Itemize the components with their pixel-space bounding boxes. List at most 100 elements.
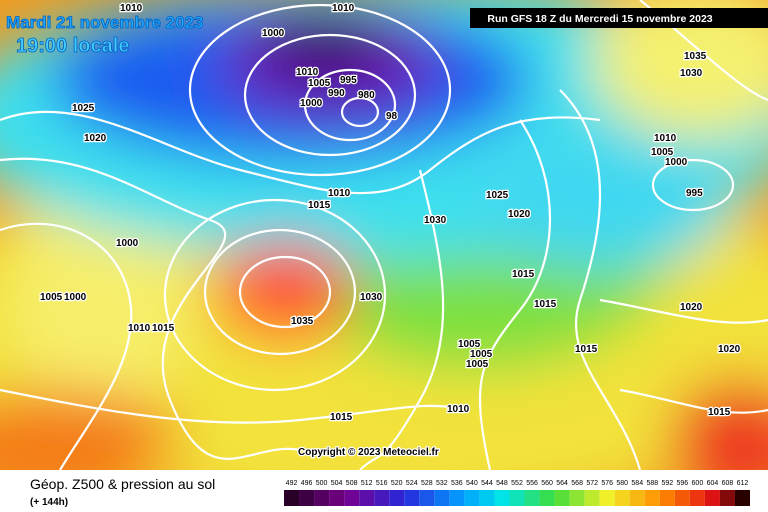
isobars bbox=[0, 0, 768, 470]
scale-label: 580 bbox=[616, 480, 628, 487]
scale-label: 592 bbox=[661, 480, 673, 487]
time-text: 19:00 locale bbox=[16, 35, 129, 57]
scale-swatch bbox=[419, 490, 435, 506]
scale-label: 532 bbox=[436, 480, 448, 487]
isobar-label: 1010 bbox=[328, 188, 351, 199]
isobar-label: 1005 bbox=[308, 78, 331, 89]
scale-label: 544 bbox=[481, 480, 493, 487]
scale-swatch bbox=[689, 490, 705, 506]
scale-swatch bbox=[704, 490, 720, 506]
scale-label: 600 bbox=[692, 480, 704, 487]
isobar-label: 1010 bbox=[296, 67, 319, 78]
scale-swatch bbox=[629, 490, 645, 506]
isobar-label: 1005 bbox=[40, 292, 63, 303]
scale-swatch bbox=[509, 490, 525, 506]
isobar-label: 1015 bbox=[152, 323, 175, 334]
isobar-label: 1030 bbox=[424, 215, 447, 226]
scale-swatch bbox=[614, 490, 630, 506]
scale-label: 564 bbox=[556, 480, 568, 487]
scale-label: 492 bbox=[286, 480, 298, 487]
isobar-label: 1030 bbox=[680, 68, 703, 79]
scale-swatch bbox=[554, 490, 570, 506]
scale-swatch bbox=[314, 490, 330, 506]
isobar-label: 995 bbox=[686, 188, 703, 199]
run-banner bbox=[470, 8, 768, 28]
copyright: Copyright © 2023 Meteociel.fr bbox=[298, 447, 439, 458]
scale-label: 504 bbox=[331, 480, 343, 487]
isobar-label: 1015 bbox=[575, 344, 598, 355]
scale-swatch bbox=[434, 490, 450, 506]
isobar-label: 1000 bbox=[262, 28, 285, 39]
isobar-label: 1010 bbox=[128, 323, 151, 334]
scale-swatch bbox=[719, 490, 735, 506]
scale-label: 500 bbox=[316, 480, 328, 487]
isobar-label: 1015 bbox=[534, 299, 557, 310]
scale-swatch bbox=[494, 490, 510, 506]
scale-label: 608 bbox=[722, 480, 734, 487]
scale-label: 588 bbox=[646, 480, 658, 487]
isobar-label: 995 bbox=[340, 75, 357, 86]
isobar-label: 1015 bbox=[308, 200, 331, 211]
scale-swatch bbox=[374, 490, 390, 506]
scale-label: 512 bbox=[361, 480, 373, 487]
isobar-label: 1000 bbox=[116, 238, 139, 249]
scale-label: 548 bbox=[496, 480, 508, 487]
isobar-label: 1015 bbox=[330, 412, 353, 423]
isobar-label: 1005 bbox=[458, 339, 481, 350]
scale-swatch bbox=[359, 490, 375, 506]
scale-label: 520 bbox=[391, 480, 403, 487]
scale-swatch bbox=[299, 490, 315, 506]
scale-swatch bbox=[329, 490, 345, 506]
isobar-label: 1010 bbox=[332, 3, 355, 14]
scale-swatch bbox=[524, 490, 540, 506]
scale-label: 568 bbox=[571, 480, 583, 487]
scale-swatch bbox=[644, 490, 660, 506]
scale-label: 536 bbox=[451, 480, 463, 487]
isobar-label: 1010 bbox=[120, 3, 143, 14]
color-scale: 492 496 500 504 508 512 516 520 524 528 532 536 540 5… bbox=[284, 480, 750, 506]
isobar-label: 980 bbox=[358, 90, 375, 101]
scale-swatch bbox=[284, 490, 300, 506]
scale-label: 556 bbox=[526, 480, 538, 487]
footer-lead: (+ 144h) bbox=[30, 497, 68, 508]
scale-label: 596 bbox=[677, 480, 689, 487]
isobar-label: 1035 bbox=[684, 51, 707, 62]
isobar-label: 1015 bbox=[512, 269, 535, 280]
scale-swatch bbox=[404, 490, 420, 506]
scale-label: 540 bbox=[466, 480, 478, 487]
isobar-label: 1010 bbox=[654, 133, 677, 144]
scale-label: 612 bbox=[737, 480, 749, 487]
isobar-label: 1000 bbox=[300, 98, 323, 109]
scale-label: 584 bbox=[631, 480, 643, 487]
scale-swatch bbox=[479, 490, 495, 506]
scale-swatch bbox=[389, 490, 405, 506]
scale-swatch bbox=[734, 490, 750, 506]
isobar-label: 1010 bbox=[447, 404, 470, 415]
scale-label: 576 bbox=[601, 480, 613, 487]
scale-label: 552 bbox=[511, 480, 523, 487]
footer-title: Géop. Z500 & pression au sol bbox=[30, 476, 215, 492]
scale-swatch bbox=[674, 490, 690, 506]
isobar-label: 1020 bbox=[84, 133, 107, 144]
scale-label: 524 bbox=[406, 480, 418, 487]
scale-swatch bbox=[344, 490, 360, 506]
isobar-label: 98 bbox=[386, 111, 398, 122]
scale-swatch bbox=[584, 490, 600, 506]
scale-label: 572 bbox=[586, 480, 598, 487]
isobar-label: 1005 bbox=[651, 147, 674, 158]
scale-swatch bbox=[599, 490, 615, 506]
scale-label: 496 bbox=[301, 480, 313, 487]
scale-label: 516 bbox=[376, 480, 388, 487]
isobar-label: 1000 bbox=[64, 292, 87, 303]
date-text: Mardi 21 novembre 2023 bbox=[6, 13, 203, 32]
scale-swatch bbox=[449, 490, 465, 506]
isobar-label: 1020 bbox=[508, 209, 531, 220]
isobar-label: 1020 bbox=[718, 344, 741, 355]
scale-label: 604 bbox=[707, 480, 719, 487]
scale-swatch bbox=[569, 490, 585, 506]
isobar-label: 1000 bbox=[665, 157, 688, 168]
isobar-label: 1030 bbox=[360, 292, 383, 303]
